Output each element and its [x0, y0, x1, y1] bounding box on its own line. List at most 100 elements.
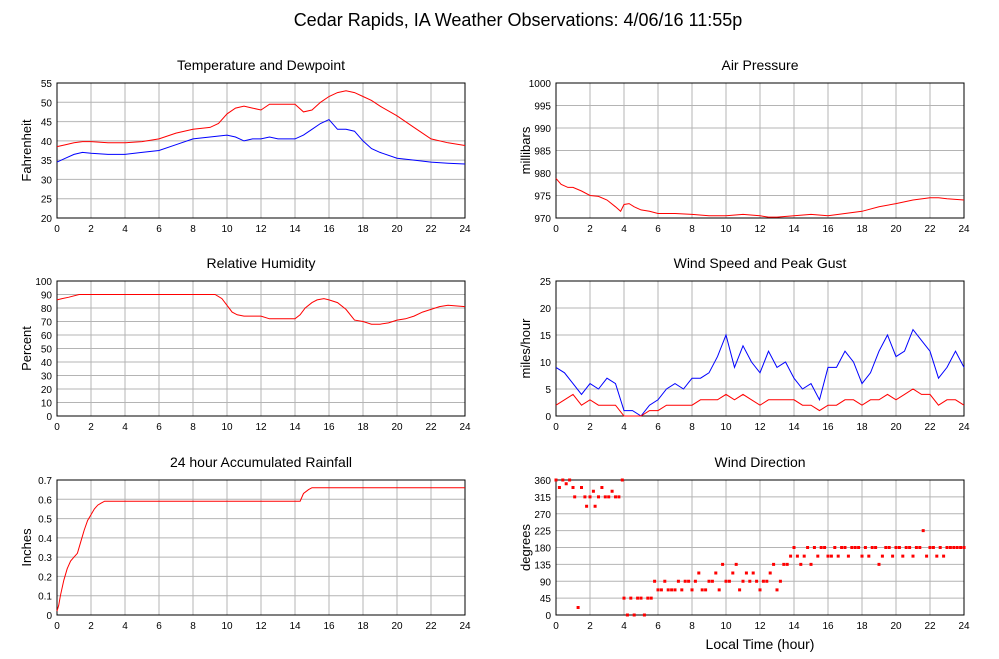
- y-tick-label: 20: [41, 214, 53, 225]
- data-point: [690, 588, 694, 592]
- x-tick-label: 12: [754, 621, 766, 632]
- data-point: [738, 588, 742, 592]
- data-point: [741, 579, 745, 583]
- x-tick-label: 6: [156, 422, 162, 433]
- x-tick-label: 10: [720, 224, 732, 235]
- x-tick-label: 18: [357, 621, 369, 632]
- plot-frame: [56, 280, 466, 417]
- y-tick-label: 360: [534, 476, 551, 487]
- x-tick-label: 24: [958, 224, 970, 235]
- data-point: [620, 478, 624, 482]
- data-point: [571, 486, 575, 489]
- x-tick-label: 8: [689, 422, 695, 433]
- y-tick-label: 0: [46, 412, 52, 423]
- x-tick-label: 24: [958, 621, 970, 632]
- x-tick-label: 24: [459, 422, 471, 433]
- data-point: [583, 495, 587, 499]
- y-tick-label: 975: [534, 192, 551, 203]
- data-point: [829, 554, 833, 558]
- data-point: [775, 588, 779, 592]
- x-axis-label: Local Time (hour): [706, 636, 815, 652]
- data-point: [697, 571, 701, 575]
- x-tick-label: 2: [587, 224, 593, 235]
- y-tick-label: 0: [46, 611, 52, 622]
- series-red: [554, 478, 966, 617]
- y-tick-label: 50: [41, 98, 53, 109]
- x-tick-label: 6: [655, 621, 661, 632]
- x-tick-label: 18: [856, 224, 868, 235]
- x-tick-label: 18: [856, 621, 868, 632]
- y-tick-label: 55: [41, 79, 53, 90]
- data-point: [860, 554, 864, 558]
- data-point: [863, 546, 867, 549]
- y-tick-label: 25: [540, 277, 552, 288]
- data-point: [573, 495, 577, 499]
- series-line-red: [56, 90, 466, 148]
- data-point: [955, 546, 959, 549]
- series-line-red: [56, 294, 466, 325]
- x-tick-label: 14: [788, 224, 800, 235]
- x-tick-label: 18: [856, 422, 868, 433]
- data-point: [826, 554, 830, 558]
- x-tick-label: 18: [357, 224, 369, 235]
- x-tick-label: 8: [689, 621, 695, 632]
- data-point: [707, 579, 711, 583]
- y-axis-label: Percent: [19, 326, 34, 371]
- data-point: [591, 489, 595, 493]
- data-point: [659, 588, 663, 592]
- x-tick-label: 2: [88, 422, 94, 433]
- y-tick-label: 45: [41, 118, 53, 129]
- x-tick-label: 4: [621, 224, 627, 235]
- x-tick-label: 24: [459, 224, 471, 235]
- x-tick-label: 12: [255, 422, 267, 433]
- data-point: [925, 554, 929, 558]
- data-point: [704, 588, 708, 592]
- plot-frame: [555, 82, 965, 219]
- data-point: [959, 546, 963, 549]
- y-tick-label: 0.4: [38, 534, 52, 545]
- data-point: [632, 613, 636, 617]
- x-tick-label: 12: [754, 422, 766, 433]
- data-point: [576, 606, 580, 609]
- x-tick-label: 10: [221, 422, 233, 433]
- y-tick-label: 970: [534, 214, 551, 225]
- x-tick-label: 14: [289, 422, 301, 433]
- data-point: [670, 588, 674, 592]
- data-point: [724, 579, 728, 583]
- x-tick-label: 10: [720, 621, 732, 632]
- x-tick-label: 22: [425, 621, 437, 632]
- x-tick-label: 6: [156, 621, 162, 632]
- x-tick-label: 22: [425, 224, 437, 235]
- data-point: [908, 546, 912, 549]
- data-point: [785, 562, 789, 566]
- y-tick-label: 70: [41, 318, 53, 329]
- data-point: [554, 478, 558, 482]
- data-point: [714, 571, 718, 575]
- plot-frame: [56, 479, 466, 616]
- x-tick-label: 20: [890, 422, 902, 433]
- y-tick-label: 995: [534, 102, 551, 113]
- data-point: [557, 486, 561, 489]
- data-point: [840, 546, 844, 549]
- x-tick-label: 8: [190, 621, 196, 632]
- y-tick-label: 0.3: [38, 553, 52, 564]
- data-point: [884, 546, 888, 549]
- x-tick-label: 22: [924, 621, 936, 632]
- y-tick-label: 315: [534, 493, 551, 504]
- data-point: [809, 562, 813, 566]
- data-point: [799, 562, 803, 566]
- data-point: [663, 579, 667, 583]
- data-point: [833, 546, 837, 549]
- x-tick-label: 18: [357, 422, 369, 433]
- data-point: [877, 562, 881, 566]
- chart-title: Wind Direction: [714, 454, 805, 470]
- x-tick-label: 0: [54, 224, 60, 235]
- data-point: [629, 596, 633, 600]
- y-tick-label: 35: [41, 156, 53, 167]
- data-point: [816, 554, 820, 558]
- data-point: [870, 546, 874, 549]
- data-point: [765, 579, 769, 583]
- x-tick-label: 14: [289, 621, 301, 632]
- data-point: [639, 596, 643, 600]
